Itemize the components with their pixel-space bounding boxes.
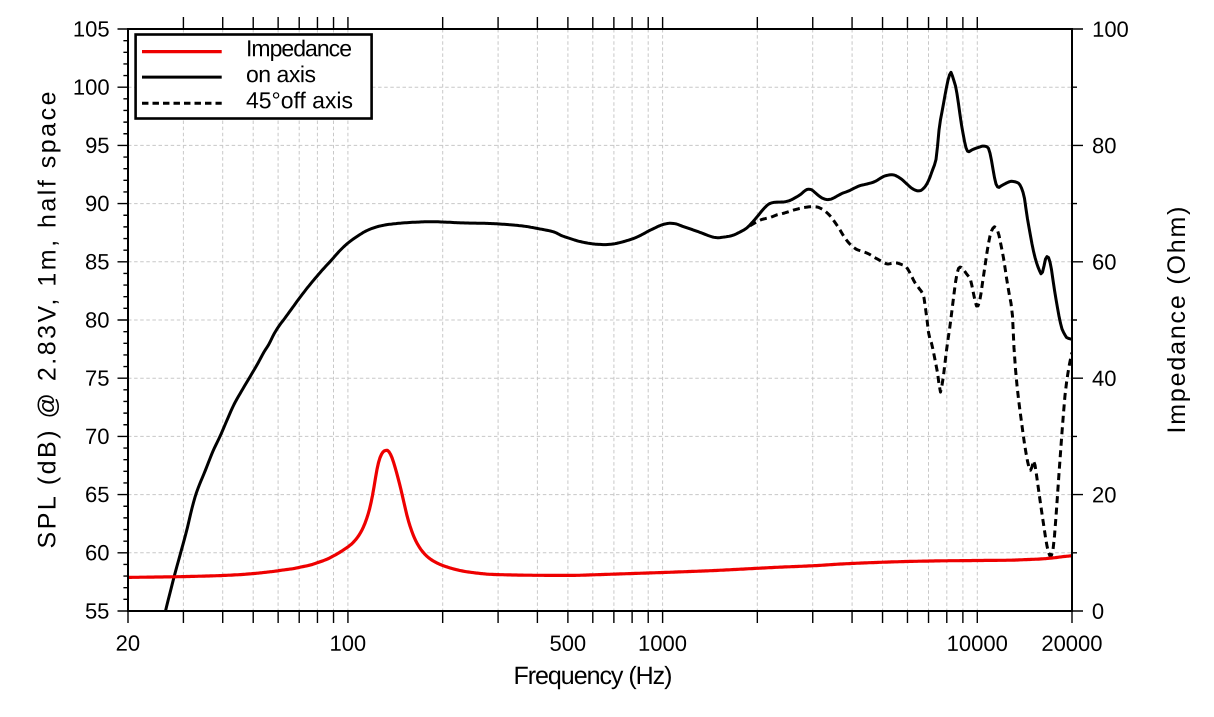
- svg-text:Impedance: Impedance: [246, 35, 352, 61]
- svg-text:85: 85: [85, 249, 109, 274]
- svg-text:20: 20: [1092, 482, 1116, 507]
- svg-text:90: 90: [85, 191, 109, 216]
- svg-text:Impedance (Ohm): Impedance (Ohm): [1163, 207, 1191, 434]
- svg-text:55: 55: [85, 598, 109, 623]
- svg-text:100: 100: [73, 75, 110, 100]
- svg-text:10000: 10000: [947, 631, 1008, 656]
- svg-text:70: 70: [85, 424, 109, 449]
- svg-text:on axis: on axis: [246, 61, 316, 87]
- svg-text:60: 60: [85, 540, 109, 565]
- svg-text:20: 20: [116, 631, 140, 656]
- svg-text:75: 75: [85, 366, 109, 391]
- svg-text:0: 0: [1092, 599, 1104, 624]
- svg-text:SPL (dB) @ 2.83V, 1m, half spa: SPL (dB) @ 2.83V, 1m, half space: [34, 92, 62, 549]
- svg-text:40: 40: [1092, 366, 1116, 391]
- svg-text:65: 65: [85, 482, 109, 507]
- svg-text:105: 105: [73, 16, 110, 41]
- svg-text:80: 80: [85, 307, 109, 332]
- svg-text:100: 100: [329, 631, 366, 656]
- svg-text:500: 500: [549, 631, 586, 656]
- svg-text:95: 95: [85, 133, 109, 158]
- svg-text:60: 60: [1092, 250, 1116, 275]
- svg-text:100: 100: [1092, 17, 1129, 42]
- svg-text:45°off axis: 45°off axis: [246, 87, 353, 113]
- svg-text:80: 80: [1092, 133, 1116, 158]
- svg-text:Frequency (Hz): Frequency (Hz): [513, 662, 672, 690]
- svg-text:1000: 1000: [638, 631, 687, 656]
- svg-text:20000: 20000: [1041, 631, 1102, 656]
